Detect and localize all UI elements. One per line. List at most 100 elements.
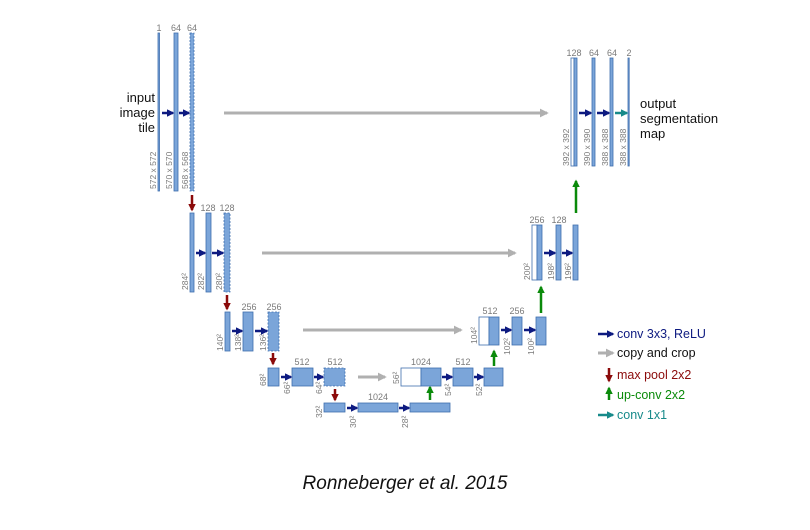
- input-label-line: tile: [138, 120, 155, 135]
- feature-map: [267, 367, 280, 387]
- dim-label: 140²: [215, 334, 225, 351]
- channel-label: 128: [200, 203, 215, 213]
- feature-map: [609, 57, 614, 167]
- feature-map: [173, 32, 179, 192]
- feature-map: [357, 402, 399, 413]
- channel-label: 64: [171, 23, 181, 33]
- dim-label: 56²: [391, 372, 401, 384]
- feature-map: [189, 212, 195, 293]
- feature-map: [409, 402, 451, 413]
- channel-label: 64: [607, 48, 617, 58]
- level4-up: 1024 512 56² 54² 52²: [391, 357, 504, 396]
- level5-bottleneck: 1024 32² 30² 28²: [314, 392, 451, 428]
- legend-item-upconv: up-conv 2x2: [605, 386, 685, 402]
- dim-label: 102²: [502, 338, 512, 355]
- dim-label: 104²: [469, 327, 479, 344]
- dim-label: 284²: [180, 273, 190, 290]
- dim-label: 52²: [474, 384, 484, 396]
- channel-label: 1024: [411, 357, 431, 367]
- dim-label: 100²: [526, 338, 536, 355]
- legend-item-conv1x1: conv 1x1: [598, 408, 667, 422]
- dim-label: 68²: [258, 374, 268, 386]
- output-label-line: map: [640, 126, 665, 141]
- dim-label: 572 x 572: [148, 151, 158, 189]
- cropped-copy: [478, 316, 490, 346]
- cropped-copy: [570, 57, 575, 167]
- level3-up: 512 256 104² 102² 100²: [469, 306, 547, 355]
- legend-label: up-conv 2x2: [617, 388, 685, 402]
- legend-label: conv 1x1: [617, 408, 667, 422]
- feature-map: [420, 367, 442, 387]
- channel-label: 128: [551, 215, 566, 225]
- dim-label: 198²: [546, 263, 556, 280]
- legend-label: conv 3x3, ReLU: [617, 327, 706, 341]
- dim-label: 568 x 568: [180, 151, 190, 189]
- channel-label: 256: [266, 302, 281, 312]
- channel-label: 512: [294, 357, 309, 367]
- dim-label: 64²: [314, 382, 324, 394]
- input-label-line: image: [120, 105, 155, 120]
- feature-map: [224, 311, 231, 352]
- cropped-copy: [531, 224, 538, 281]
- cropped-copy: [400, 367, 422, 387]
- feature-map: [323, 402, 346, 413]
- feature-map: [488, 316, 500, 346]
- dim-label: 390 x 390: [582, 128, 592, 166]
- legend-item-copy: copy and crop: [598, 346, 696, 360]
- dim-label: 388 x 388: [600, 128, 610, 166]
- level3-down: 256 256 140² 138² 136²: [215, 302, 282, 352]
- dim-label: 388 x 388: [618, 128, 628, 166]
- dim-label: 136²: [258, 334, 268, 351]
- channel-label: 64: [589, 48, 599, 58]
- level1-down: 1 64 64 572 x 572 570 x 570 568 x 568 in…: [120, 23, 197, 192]
- channel-label: 2: [626, 48, 631, 58]
- legend-label: copy and crop: [617, 346, 696, 360]
- channel-label: 512: [455, 357, 470, 367]
- level4-down: 512 512 68² 66² 64²: [258, 357, 346, 394]
- feature-map: [452, 367, 474, 387]
- dim-label: 570 x 570: [164, 151, 174, 189]
- level2-down: 128 128 284² 282² 280²: [180, 203, 235, 293]
- legend: conv 3x3, ReLU copy and crop max pool 2x…: [598, 327, 706, 422]
- dim-label: 282²: [196, 273, 206, 290]
- level2-up: 256 128 200² 198² 196²: [522, 215, 579, 281]
- channel-label: 512: [482, 306, 497, 316]
- dim-label: 392 x 392: [561, 128, 571, 166]
- feature-map: [267, 311, 280, 352]
- dim-label: 280²: [214, 273, 224, 290]
- level1-up: 128 64 64 2 392 x 392 390 x 390 388 x 38…: [561, 48, 718, 167]
- output-label-line: segmentation: [640, 111, 718, 126]
- output-label-line: output: [640, 96, 677, 111]
- feature-map: [573, 57, 578, 167]
- dim-label: 196²: [563, 263, 573, 280]
- channel-label: 64: [187, 23, 197, 33]
- legend-item-pool: max pool 2x2: [605, 368, 691, 383]
- channel-label: 1: [156, 23, 161, 33]
- feature-map: [572, 224, 579, 281]
- channel-label: 1024: [368, 392, 388, 402]
- input-label-line: input: [127, 90, 156, 105]
- dim-label: 28²: [400, 416, 410, 428]
- dim-label: 54²: [443, 384, 453, 396]
- channel-label: 512: [327, 357, 342, 367]
- dim-label: 66²: [282, 382, 292, 394]
- feature-map: [591, 57, 596, 167]
- channel-label: 256: [241, 302, 256, 312]
- feature-map: [536, 224, 543, 281]
- output-map: [627, 57, 630, 167]
- dim-label: 200²: [522, 263, 532, 280]
- legend-item-conv: conv 3x3, ReLU: [598, 327, 706, 341]
- dim-label: 138²: [233, 334, 243, 351]
- feature-map: [223, 212, 231, 293]
- channel-label: 256: [529, 215, 544, 225]
- channel-label: 256: [509, 306, 524, 316]
- feature-map: [291, 367, 314, 387]
- channel-label: 128: [219, 203, 234, 213]
- dim-label: 32²: [314, 406, 324, 418]
- feature-map: [511, 316, 523, 346]
- feature-map: [242, 311, 254, 352]
- feature-map: [205, 212, 212, 293]
- legend-label: max pool 2x2: [617, 368, 691, 382]
- input-map: [157, 32, 160, 192]
